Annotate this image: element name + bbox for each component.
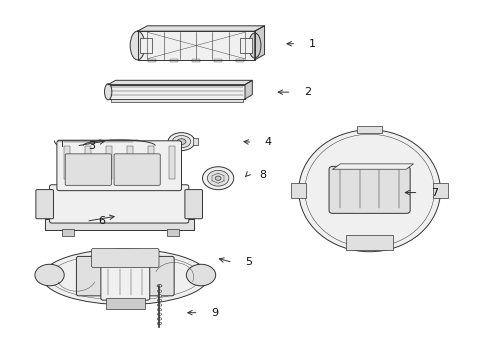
Ellipse shape (157, 318, 162, 320)
FancyBboxPatch shape (329, 166, 410, 213)
Bar (346, 235, 392, 250)
FancyBboxPatch shape (58, 140, 139, 148)
Ellipse shape (248, 33, 261, 58)
Polygon shape (255, 26, 265, 60)
Text: 8: 8 (260, 170, 267, 180)
Bar (62, 229, 74, 235)
Bar (127, 147, 133, 179)
Bar (85, 147, 91, 179)
Polygon shape (245, 80, 252, 99)
FancyBboxPatch shape (185, 190, 202, 219)
Ellipse shape (157, 299, 162, 302)
Ellipse shape (186, 264, 216, 286)
FancyBboxPatch shape (76, 256, 174, 296)
Ellipse shape (104, 84, 112, 100)
Bar (214, 59, 222, 62)
Ellipse shape (177, 139, 186, 144)
Circle shape (215, 176, 221, 180)
Text: 1: 1 (309, 39, 316, 49)
Circle shape (207, 170, 229, 186)
Text: 2: 2 (304, 87, 311, 97)
Ellipse shape (157, 322, 162, 325)
Bar (433, 183, 448, 198)
FancyBboxPatch shape (49, 185, 189, 223)
Ellipse shape (130, 31, 145, 60)
Bar (170, 59, 178, 62)
Ellipse shape (157, 284, 162, 287)
Text: 3: 3 (89, 141, 96, 151)
Bar (148, 59, 156, 62)
Bar (106, 147, 112, 179)
Bar (193, 138, 198, 145)
Polygon shape (138, 26, 265, 31)
Text: 7: 7 (431, 188, 438, 198)
Bar (236, 59, 244, 62)
FancyBboxPatch shape (65, 154, 111, 185)
Bar (111, 99, 243, 102)
Ellipse shape (168, 133, 195, 150)
Bar (148, 147, 154, 179)
FancyBboxPatch shape (45, 220, 194, 230)
Bar (357, 126, 382, 134)
Polygon shape (138, 31, 255, 60)
Bar (169, 147, 174, 179)
Text: 9: 9 (211, 308, 218, 318)
Ellipse shape (157, 313, 162, 315)
Ellipse shape (35, 264, 64, 286)
Ellipse shape (157, 290, 162, 292)
Polygon shape (108, 80, 252, 85)
Polygon shape (333, 164, 414, 169)
FancyBboxPatch shape (92, 248, 159, 267)
Text: 4: 4 (265, 138, 271, 147)
FancyBboxPatch shape (36, 190, 53, 219)
Bar (192, 59, 200, 62)
Bar (64, 147, 70, 179)
Ellipse shape (299, 130, 441, 252)
FancyBboxPatch shape (101, 266, 150, 300)
FancyBboxPatch shape (57, 141, 181, 191)
FancyBboxPatch shape (108, 85, 245, 99)
Bar (292, 183, 306, 198)
Bar (106, 298, 145, 309)
Bar (167, 229, 179, 235)
Ellipse shape (172, 135, 191, 148)
Ellipse shape (157, 309, 162, 311)
Text: 6: 6 (98, 216, 105, 226)
Bar (140, 39, 152, 53)
Ellipse shape (157, 304, 162, 306)
Ellipse shape (157, 294, 162, 297)
FancyBboxPatch shape (114, 154, 160, 185)
Text: 5: 5 (245, 257, 252, 267)
Ellipse shape (135, 141, 141, 147)
Bar (240, 39, 252, 53)
Circle shape (202, 167, 234, 190)
Ellipse shape (42, 249, 208, 305)
